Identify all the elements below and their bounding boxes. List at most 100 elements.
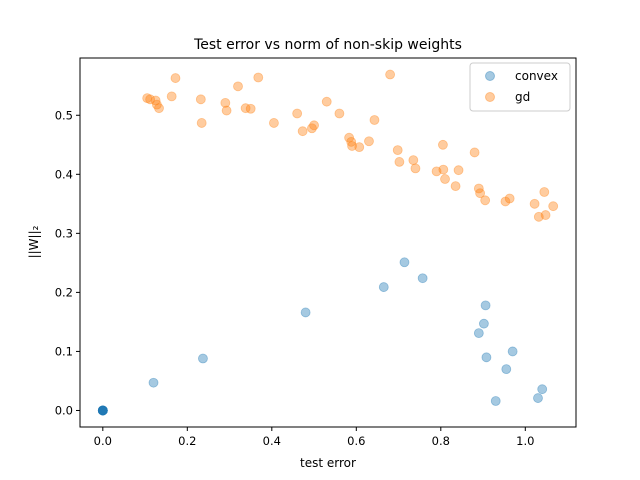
point-gd — [195, 94, 206, 105]
point-convex — [300, 307, 311, 318]
x-axis: 0.0 0.2 0.4 0.6 0.8 1.0 — [94, 427, 534, 448]
point-convex — [478, 318, 489, 329]
point-gd — [297, 126, 308, 137]
series-gd — [142, 69, 559, 222]
point-gd — [539, 187, 550, 197]
x-tick-label: 0.0 — [94, 434, 112, 448]
point-gd — [344, 132, 355, 143]
point-gd — [408, 155, 419, 166]
point-convex — [399, 257, 410, 268]
point-gd — [221, 105, 232, 116]
point-convex — [417, 273, 428, 284]
point-gd — [346, 136, 357, 147]
point-gd — [196, 118, 207, 128]
point-convex — [97, 405, 108, 416]
point-gd — [321, 96, 332, 107]
point-gd — [438, 139, 448, 150]
point-convex — [97, 405, 108, 416]
point-convex — [148, 377, 159, 388]
y-tick-label: 0.0 — [55, 403, 73, 417]
point-gd — [240, 103, 251, 114]
point-convex — [97, 405, 108, 416]
point-gd — [220, 97, 231, 108]
point-convex — [481, 352, 492, 363]
point-gd — [438, 164, 449, 175]
point-convex — [97, 405, 108, 416]
point-gd — [170, 73, 181, 83]
point-gd — [166, 91, 177, 102]
point-gd — [480, 195, 491, 206]
point-gd — [392, 145, 403, 156]
point-convex — [97, 405, 108, 416]
point-gd — [269, 118, 279, 128]
point-gd — [145, 94, 156, 105]
y-tick-label: 0.3 — [55, 226, 73, 240]
y-tick-label: 0.4 — [55, 167, 73, 181]
legend-marker-gd — [485, 92, 495, 102]
point-gd — [450, 181, 461, 192]
point-gd — [307, 123, 317, 134]
point-gd — [385, 69, 396, 80]
point-gd — [233, 81, 243, 92]
legend-frame — [469, 62, 571, 112]
point-convex — [97, 405, 108, 416]
x-tick-label: 0.4 — [263, 434, 281, 448]
point-convex — [97, 405, 108, 416]
point-gd — [410, 163, 421, 174]
point-gd — [347, 141, 357, 151]
plot-area — [97, 69, 559, 416]
y-tick-label: 0.1 — [55, 344, 73, 358]
point-gd — [431, 166, 442, 177]
point-convex — [378, 282, 389, 292]
point-gd — [154, 103, 164, 114]
point-gd — [440, 174, 450, 184]
point-gd — [394, 157, 405, 167]
y-axis-label: ||W||₂ — [27, 225, 41, 258]
y-tick-label: 0.5 — [55, 108, 73, 122]
point-gd — [253, 72, 264, 83]
point-convex — [480, 300, 491, 311]
x-tick-label: 1.0 — [516, 434, 534, 448]
point-convex — [501, 364, 512, 375]
point-gd — [292, 108, 303, 119]
point-gd — [369, 115, 380, 125]
chart-title: Test error vs norm of non-skip weights — [193, 37, 462, 53]
legend-marker-convex — [485, 71, 495, 81]
y-tick-label: 0.2 — [55, 285, 73, 299]
point-gd — [151, 99, 162, 110]
x-tick-label: 0.8 — [432, 434, 450, 448]
point-gd — [245, 103, 256, 114]
point-gd — [500, 196, 511, 207]
point-convex — [97, 405, 108, 416]
legend: convex gd — [469, 62, 571, 112]
point-convex — [490, 396, 501, 406]
point-convex — [473, 328, 484, 339]
point-gd — [364, 136, 374, 147]
point-gd — [453, 165, 464, 176]
point-gd — [334, 108, 345, 119]
y-axis: 0.0 0.1 0.2 0.3 0.4 0.5 — [55, 108, 80, 417]
point-gd — [548, 201, 559, 212]
point-convex — [533, 393, 543, 403]
point-gd — [533, 211, 544, 222]
x-tick-label: 0.6 — [347, 434, 365, 448]
point-gd — [142, 93, 153, 104]
point-gd — [309, 120, 319, 131]
plot-frame — [79, 57, 577, 428]
point-convex — [537, 384, 548, 395]
legend-label-convex: convex — [515, 69, 558, 83]
point-gd — [150, 95, 161, 106]
point-gd — [473, 183, 484, 194]
point-convex — [198, 353, 208, 364]
series-convex — [97, 257, 548, 416]
point-convex — [507, 346, 518, 357]
point-gd — [529, 198, 540, 209]
point-gd — [354, 142, 365, 153]
point-gd — [469, 147, 480, 158]
point-gd — [504, 193, 515, 204]
legend-label-gd: gd — [515, 90, 530, 104]
point-gd — [540, 210, 551, 220]
x-axis-label: test error — [300, 456, 356, 470]
x-tick-label: 0.2 — [178, 434, 196, 448]
